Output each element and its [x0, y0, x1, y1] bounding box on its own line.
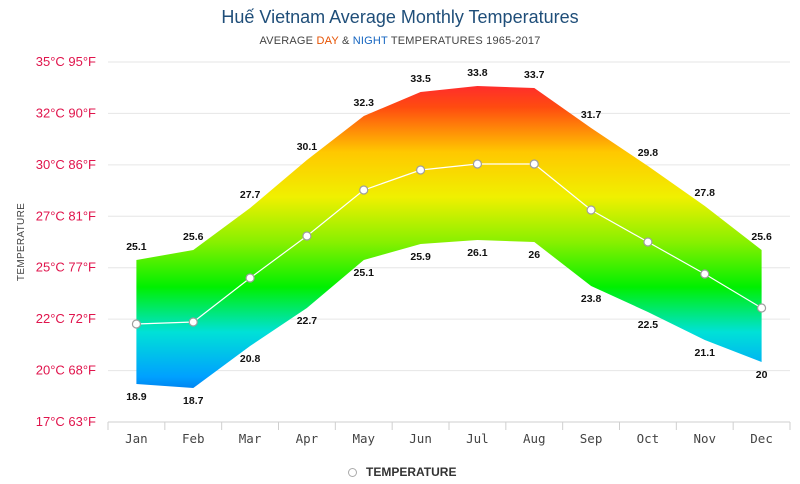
night-value-label: 21.1	[695, 347, 716, 359]
temperature-point	[131, 319, 142, 329]
day-value-label: 25.1	[126, 241, 147, 253]
x-tick-label: Nov	[693, 431, 716, 446]
night-value-label: 25.9	[410, 251, 431, 263]
legend[interactable]: TEMPERATURE	[348, 464, 456, 480]
day-value-label: 33.7	[524, 69, 545, 81]
temperature-point	[302, 231, 312, 241]
night-value-label: 22.5	[638, 319, 659, 331]
y-tick-label: 17°C 63°F	[36, 414, 96, 429]
y-tick-label: 32°C 90°F	[36, 105, 96, 120]
x-tick-label: Apr	[296, 431, 319, 446]
x-tick-label: Dec	[750, 431, 773, 446]
night-value-label: 25.1	[354, 267, 375, 279]
chart-title: Huế Vietnam Average Monthly Temperatures	[221, 7, 579, 27]
subtitle-mid: &	[338, 35, 353, 47]
legend-label: TEMPERATURE	[366, 465, 457, 479]
temperature-point	[586, 205, 596, 215]
y-tick-label: 22°C 72°F	[36, 311, 96, 326]
subtitle-day: DAY	[316, 35, 339, 47]
night-value-label: 26.1	[467, 247, 488, 259]
y-tick-label: 30°C 86°F	[36, 157, 96, 172]
x-tick-label: Mar	[239, 431, 262, 446]
subtitle-suffix: TEMPERATURES 1965-2017	[387, 35, 541, 47]
day-value-label: 29.8	[638, 147, 659, 159]
night-value-label: 18.9	[126, 391, 147, 403]
x-tick-label: Jun	[409, 431, 432, 446]
temperature-line	[136, 163, 762, 325]
temperature-point	[643, 237, 653, 247]
x-tick-label: Aug	[523, 431, 546, 446]
temperature-point	[188, 317, 198, 327]
temperature-point	[472, 159, 483, 169]
temperature-point	[245, 273, 255, 283]
temperature-point	[700, 269, 710, 279]
subtitle-prefix: AVERAGE	[259, 35, 317, 47]
temperature-point	[359, 185, 369, 195]
temperature-point	[415, 165, 426, 175]
x-tick-label: Oct	[637, 431, 660, 446]
x-tick-label: Jul	[466, 431, 489, 446]
day-value-label: 33.5	[410, 73, 431, 85]
day-value-label: 33.8	[467, 67, 488, 79]
day-value-label: 27.8	[695, 187, 716, 199]
day-value-label: 25.6	[751, 231, 772, 243]
x-tick-label: Sep	[580, 431, 603, 446]
x-tick-label: Feb	[182, 431, 205, 446]
subtitle-night: NIGHT	[352, 35, 388, 47]
hollow-circle-icon	[348, 467, 357, 477]
temperature-point	[529, 159, 539, 169]
day-night-range-area	[136, 86, 762, 388]
x-tick-label: Jan	[125, 431, 148, 446]
day-value-label: 30.1	[297, 141, 318, 153]
day-value-label: 27.7	[240, 189, 261, 201]
night-value-label: 20.8	[240, 353, 261, 365]
night-value-label: 22.7	[297, 315, 318, 327]
y-tick-label: 27°C 81°F	[36, 208, 96, 223]
chart-subtitle: AVERAGE DAY & NIGHT TEMPERATURES 1965-20…	[0, 35, 800, 47]
night-value-label: 26	[528, 249, 540, 261]
y-tick-label: 20°C 68°F	[36, 363, 96, 378]
x-tick-label: May	[352, 431, 375, 446]
y-tick-label: 35°C 95°F	[36, 54, 96, 69]
y-axis-title: TEMPERATURE	[16, 203, 27, 281]
day-value-label: 32.3	[354, 97, 375, 109]
temperature-point	[756, 303, 767, 313]
night-value-label: 23.8	[581, 293, 602, 305]
night-value-label: 20	[756, 369, 768, 381]
day-value-label: 31.7	[581, 109, 602, 121]
y-tick-label: 25°C 77°F	[36, 260, 96, 275]
day-value-label: 25.6	[183, 231, 204, 243]
night-value-label: 18.7	[183, 395, 204, 407]
